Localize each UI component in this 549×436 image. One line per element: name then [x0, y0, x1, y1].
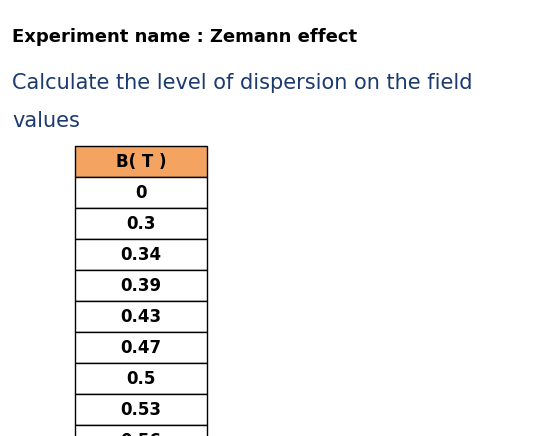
Bar [75, 332, 207, 363]
Text: 0.5: 0.5 [126, 369, 156, 388]
Text: 0.56: 0.56 [121, 432, 161, 436]
Bar [75, 270, 207, 301]
Text: values: values [12, 111, 80, 131]
Text: 0.43: 0.43 [120, 307, 161, 326]
Bar [75, 239, 207, 270]
Bar [75, 208, 207, 239]
Bar [75, 301, 207, 332]
Text: Calculate the level of dispersion on the field: Calculate the level of dispersion on the… [12, 73, 473, 93]
Bar [75, 177, 207, 208]
Text: 0.3: 0.3 [126, 215, 156, 232]
Text: 0: 0 [135, 184, 147, 201]
Text: B( T ): B( T ) [116, 153, 166, 170]
Bar [75, 146, 207, 177]
Bar [75, 425, 207, 436]
Text: 0.34: 0.34 [120, 245, 161, 263]
Bar [75, 363, 207, 394]
Text: 0.53: 0.53 [120, 401, 161, 419]
Text: 0.47: 0.47 [120, 338, 161, 357]
Text: 0.39: 0.39 [120, 276, 161, 294]
Bar [75, 394, 207, 425]
Text: Experiment name : Zemann effect: Experiment name : Zemann effect [12, 28, 357, 46]
